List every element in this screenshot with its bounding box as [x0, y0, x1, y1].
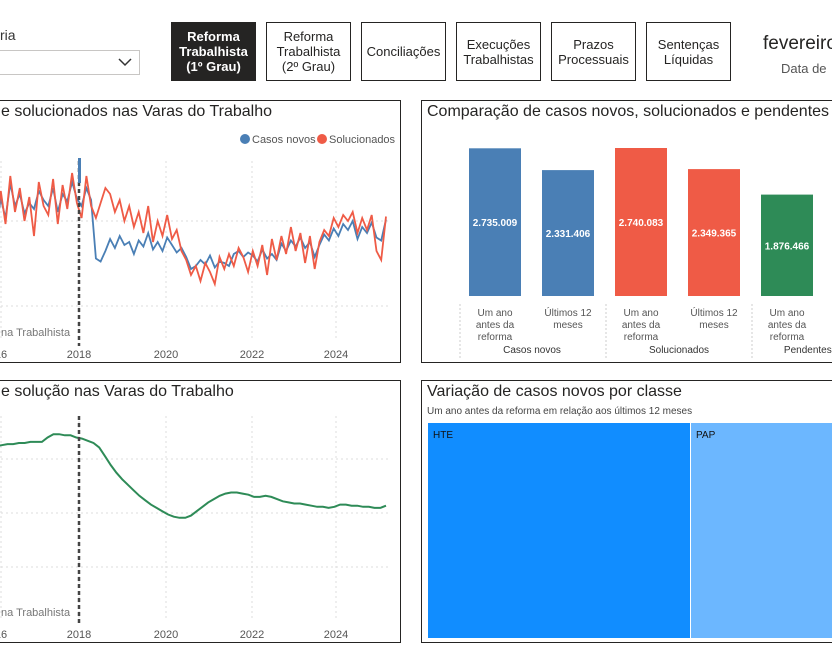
date-subtitle: Data de	[781, 61, 827, 76]
x-tick-label: 2022	[240, 629, 264, 641]
x-category-label: Um ano	[477, 308, 512, 319]
x-category-label: Um ano	[769, 308, 804, 319]
bar[interactable]	[615, 148, 667, 296]
chevron-down-icon	[118, 58, 132, 67]
x-group-label: Casos novos	[503, 345, 561, 356]
bar-value-label: 1.876.466	[765, 241, 810, 252]
x-category-label: antes da	[622, 320, 661, 331]
panel-title: e solução nas Varas do Trabalho	[1, 383, 234, 400]
nav-button-reforma-2-grau[interactable]: Reforma Trabalhista (2º Grau)	[266, 22, 351, 81]
legend-label-solucionados: Solucionados	[329, 134, 396, 146]
x-category-label: Últimos 12	[690, 306, 738, 319]
x-tick-label: 2018	[67, 349, 91, 361]
bar[interactable]	[761, 194, 813, 296]
x-tick-label: 2018	[67, 629, 91, 641]
legend-marker-solucionados	[317, 134, 327, 144]
x-tick-label: 2024	[324, 629, 348, 641]
bar[interactable]	[469, 148, 521, 296]
panel-title: Comparação de casos novos, solucionados …	[427, 103, 830, 120]
filter-label: ria	[0, 27, 16, 43]
x-category-label: antes da	[476, 320, 515, 331]
legend-label-casos-novos: Casos novos	[252, 134, 316, 146]
treemap-tile-hte[interactable]: HTE	[428, 423, 690, 638]
x-category-label: meses	[699, 320, 728, 331]
series-line-taxa	[0, 433, 387, 519]
nav-button-execucoes[interactable]: Execuções Trabalhistas	[456, 22, 541, 81]
panel-title: e solucionados nas Varas do Trabalho	[1, 103, 272, 120]
x-tick-label: 2024	[324, 349, 348, 361]
x-tick-label: 16	[0, 629, 7, 641]
reference-label: na Trabalhista	[1, 607, 71, 619]
series-line-casos-novos	[0, 178, 387, 271]
x-category-label: Últimos 12	[544, 306, 592, 319]
bar[interactable]	[688, 169, 740, 296]
treemap-label-hte: HTE	[433, 430, 453, 441]
line-chart-casos-solucionados: Casos novos Solucionados na Trabalhista …	[0, 134, 396, 361]
nav-button-prazos[interactable]: Prazos Processuais	[551, 22, 636, 81]
reference-label: na Trabalhista	[1, 327, 71, 339]
x-category-label: reforma	[770, 332, 805, 343]
nav-button-sentencas[interactable]: Sentenças Líquidas	[646, 22, 731, 81]
x-tick-label: 16	[0, 349, 7, 361]
x-category-label: reforma	[624, 332, 659, 343]
x-category-label: meses	[553, 320, 582, 331]
panel-title: Variação de casos novos por classe	[427, 383, 682, 400]
treemap-label-pap: PAP	[696, 430, 716, 441]
panel-taxa-solucao: e solução nas Varas do Trabalho na Traba…	[0, 380, 401, 643]
nav-button-conciliacoes[interactable]: Conciliações	[361, 22, 446, 81]
x-group-label: Pendentes d	[784, 345, 832, 356]
series-line-solucionados	[0, 172, 387, 288]
bar-value-label: 2.740.083	[619, 218, 664, 229]
filter-dropdown[interactable]	[0, 50, 140, 75]
x-category-label: antes da	[768, 320, 807, 331]
x-group-label: Solucionados	[649, 345, 709, 356]
bar-value-label: 2.331.406	[546, 229, 591, 240]
panel-variacao-classe: Variação de casos novos por classe Um an…	[421, 380, 832, 643]
x-tick-label: 2020	[154, 349, 178, 361]
panel-subtitle: Um ano antes da reforma em relação aos ú…	[427, 406, 693, 417]
x-tick-label: 2020	[154, 629, 178, 641]
legend-marker-casos-novos	[240, 134, 250, 144]
chart-legend: Casos novos Solucionados	[240, 134, 396, 146]
panel-casos-solucionados: e solucionados nas Varas do Trabalho Cas…	[0, 100, 401, 363]
nav-button-reforma-1-grau[interactable]: Reforma Trabalhista (1º Grau)	[171, 22, 256, 81]
panel-comparacao: Comparação de casos novos, solucionados …	[421, 100, 832, 363]
x-tick-label: 2022	[240, 349, 264, 361]
treemap-tile-pap[interactable]: PAP	[691, 423, 832, 638]
x-category-label: reforma	[478, 332, 513, 343]
reform-marker	[78, 158, 81, 183]
bar-value-label: 2.349.365	[692, 229, 737, 240]
date-title: fevereiro	[763, 33, 832, 54]
line-chart-taxa-solucao: na Trabalhista 16 2018 2020 2022 2024	[0, 416, 391, 641]
x-category-label: Um ano	[623, 308, 658, 319]
bar-value-label: 2.735.009	[473, 218, 518, 229]
bar[interactable]	[542, 170, 594, 296]
